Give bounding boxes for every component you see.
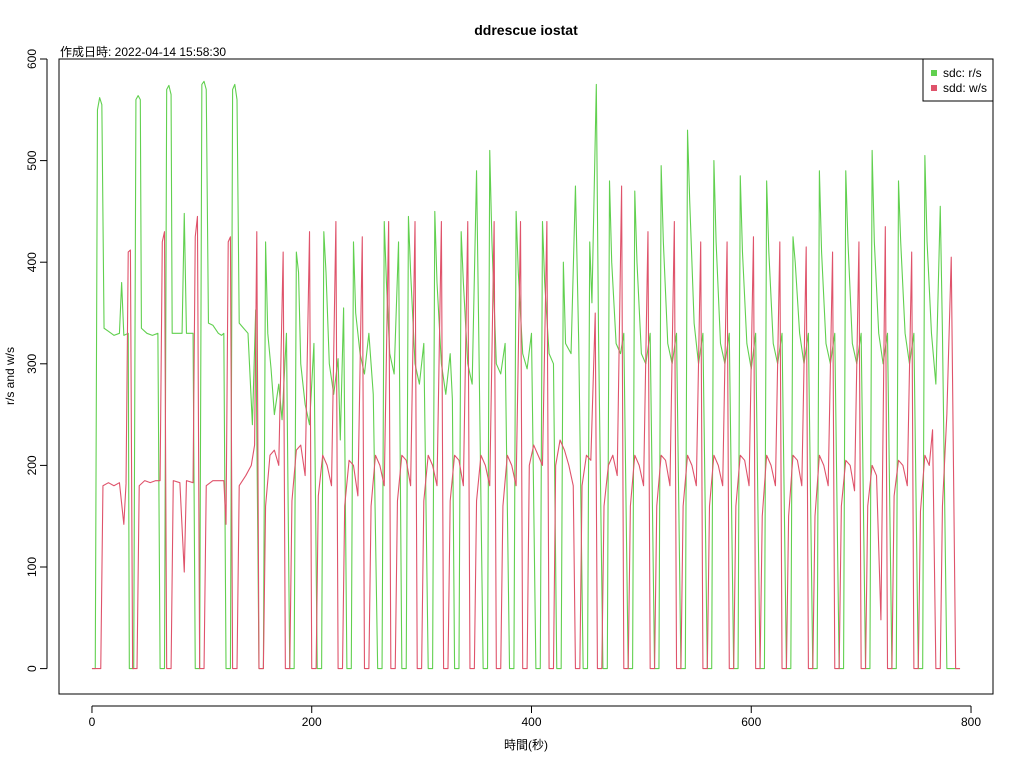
x-tick-label: 800 — [961, 715, 981, 729]
y-tick-label: 400 — [25, 252, 39, 272]
legend-box — [922, 58, 994, 102]
y-tick-label: 600 — [25, 49, 39, 69]
chart-title: ddrescue iostat — [474, 22, 578, 38]
series-layer — [91, 80, 961, 670]
x-tick-label: 200 — [302, 715, 322, 729]
chart-subtitle: 作成日時: 2022-04-14 15:58:30 — [60, 45, 226, 59]
x-axis-label: 時間(秒) — [504, 738, 548, 752]
legend-swatch — [931, 70, 937, 76]
x-axis: 0 200 400 600 800 — [89, 705, 981, 729]
plot-area-border — [58, 58, 994, 695]
y-tick-label: 100 — [25, 557, 39, 577]
y-axis: 0 100 200 300 400 500 600 — [25, 49, 48, 672]
legend-swatch — [931, 85, 937, 91]
y-tick-label: 200 — [25, 455, 39, 475]
series-line-1 — [91, 185, 961, 670]
x-tick-label: 600 — [741, 715, 761, 729]
series-line-0 — [91, 80, 961, 670]
y-tick-label: 300 — [25, 353, 39, 373]
y-tick-label: 0 — [25, 665, 39, 672]
legend-label: sdd: w/s — [943, 81, 987, 95]
x-tick-label: 400 — [521, 715, 541, 729]
x-tick-label: 0 — [89, 715, 96, 729]
y-axis-label: r/s and w/s — [3, 347, 17, 405]
y-tick-label: 500 — [25, 150, 39, 170]
legend-label: sdc: r/s — [943, 66, 982, 80]
